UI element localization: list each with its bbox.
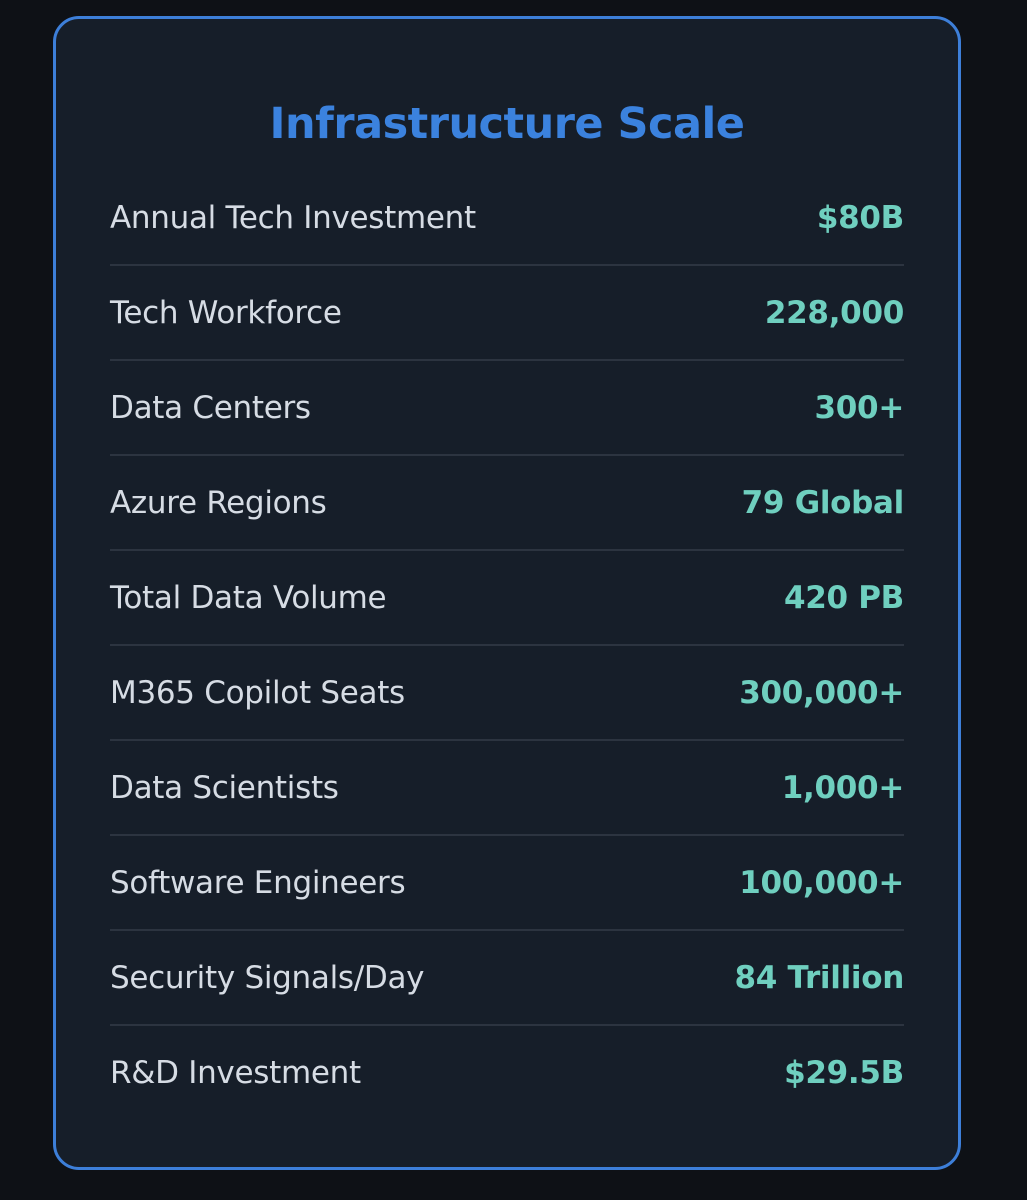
- metric-row-tech-workforce: Tech Workforce 228,000: [110, 266, 904, 361]
- metric-value: 1,000+: [781, 769, 905, 806]
- metric-list: Annual Tech Investment $80B Tech Workfor…: [110, 171, 904, 1119]
- metric-label: Security Signals/Day: [110, 959, 425, 996]
- card-title: Infrastructure Scale: [269, 99, 745, 149]
- metric-label: M365 Copilot Seats: [110, 674, 405, 711]
- metric-label: Total Data Volume: [110, 579, 387, 616]
- metric-row-data-centers: Data Centers 300+: [110, 361, 904, 456]
- metric-label: Software Engineers: [110, 864, 406, 901]
- metric-row-data-scientists: Data Scientists 1,000+: [110, 741, 904, 836]
- metric-row-annual-tech-investment: Annual Tech Investment $80B: [110, 171, 904, 266]
- metric-row-m365-copilot-seats: M365 Copilot Seats 300,000+: [110, 646, 904, 741]
- metric-value: $80B: [816, 199, 904, 236]
- metric-value: 420 PB: [783, 579, 904, 616]
- metric-row-azure-regions: Azure Regions 79 Global: [110, 456, 904, 551]
- metric-label: Tech Workforce: [110, 294, 342, 331]
- metric-row-total-data-volume: Total Data Volume 420 PB: [110, 551, 904, 646]
- metric-label: Annual Tech Investment: [110, 199, 476, 236]
- metric-row-security-signals-per-day: Security Signals/Day 84 Trillion: [110, 931, 904, 1026]
- metric-label: Azure Regions: [110, 484, 327, 521]
- metric-value: 300,000+: [739, 674, 904, 711]
- metric-value: 100,000+: [739, 864, 904, 901]
- metric-label: Data Scientists: [110, 769, 339, 806]
- metric-value: 79 Global: [741, 484, 905, 521]
- metric-value: 300+: [814, 389, 905, 426]
- infrastructure-scale-card: Infrastructure Scale Annual Tech Investm…: [53, 16, 961, 1170]
- metric-label: Data Centers: [110, 389, 311, 426]
- metric-value: 228,000: [764, 294, 904, 331]
- metric-label: R&D Investment: [110, 1054, 361, 1091]
- metric-row-rd-investment: R&D Investment $29.5B: [110, 1026, 904, 1119]
- metric-row-software-engineers: Software Engineers 100,000+: [110, 836, 904, 931]
- metric-value: 84 Trillion: [734, 959, 904, 996]
- metric-value: $29.5B: [784, 1054, 904, 1091]
